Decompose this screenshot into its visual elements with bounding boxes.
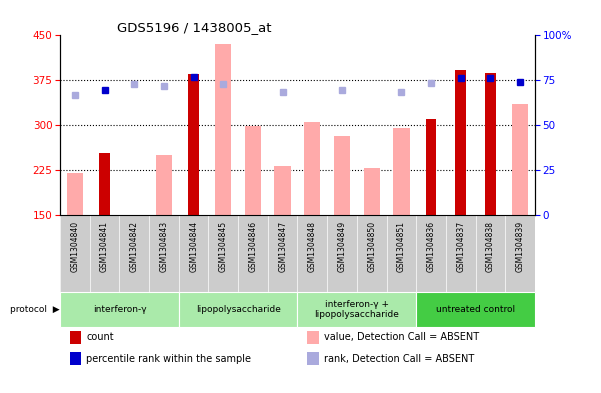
Text: GSM1304839: GSM1304839	[516, 221, 525, 272]
Text: GSM1304846: GSM1304846	[248, 221, 257, 272]
Text: GSM1304844: GSM1304844	[189, 221, 198, 272]
Text: GSM1304845: GSM1304845	[219, 221, 228, 272]
Bar	[364, 168, 380, 215]
Text: count: count	[86, 332, 114, 342]
Bar	[67, 173, 83, 215]
Bar	[334, 136, 350, 215]
Text: value, Detection Call = ABSENT: value, Detection Call = ABSENT	[323, 332, 479, 342]
Text: GSM1304840: GSM1304840	[70, 221, 79, 272]
Bar	[60, 292, 179, 327]
Bar	[304, 122, 320, 215]
Bar	[99, 153, 110, 215]
Bar	[297, 292, 416, 327]
Bar	[456, 70, 466, 215]
Text: GSM1304849: GSM1304849	[338, 221, 347, 272]
Text: GSM1304836: GSM1304836	[427, 221, 436, 272]
Text: GSM1304838: GSM1304838	[486, 221, 495, 272]
Bar	[188, 74, 199, 215]
Bar	[416, 292, 535, 327]
Bar	[245, 127, 261, 215]
Bar	[426, 119, 436, 215]
Text: untreated control: untreated control	[436, 305, 515, 314]
Text: GSM1304850: GSM1304850	[367, 221, 376, 272]
Text: GDS5196 / 1438005_at: GDS5196 / 1438005_at	[117, 21, 272, 34]
Bar	[215, 44, 231, 215]
Bar	[70, 352, 82, 365]
Bar	[393, 128, 409, 215]
Text: lipopolysaccharide: lipopolysaccharide	[196, 305, 281, 314]
Text: GSM1304843: GSM1304843	[159, 221, 168, 272]
Text: GSM1304841: GSM1304841	[100, 221, 109, 272]
Bar	[307, 352, 319, 365]
Text: GSM1304837: GSM1304837	[456, 221, 465, 272]
Bar	[512, 104, 528, 215]
Text: protocol  ▶: protocol ▶	[10, 305, 60, 314]
Text: percentile rank within the sample: percentile rank within the sample	[86, 354, 251, 364]
Bar	[307, 331, 319, 343]
Bar	[70, 331, 82, 343]
Text: GSM1304848: GSM1304848	[308, 221, 317, 272]
Text: GSM1304842: GSM1304842	[130, 221, 139, 272]
Bar	[485, 72, 496, 215]
Bar	[179, 292, 297, 327]
Text: GSM1304851: GSM1304851	[397, 221, 406, 272]
Bar	[275, 166, 291, 215]
Text: GSM1304847: GSM1304847	[278, 221, 287, 272]
Bar	[156, 155, 172, 215]
Text: interferon-γ +
lipopolysaccharide: interferon-γ + lipopolysaccharide	[314, 300, 399, 320]
Text: interferon-γ: interferon-γ	[93, 305, 146, 314]
Text: rank, Detection Call = ABSENT: rank, Detection Call = ABSENT	[323, 354, 474, 364]
